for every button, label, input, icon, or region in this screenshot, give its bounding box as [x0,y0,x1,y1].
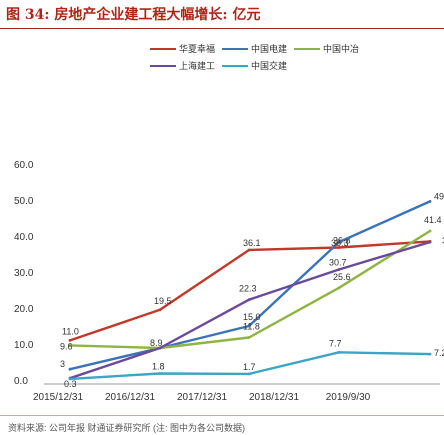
figure-title: 图 34: 房地产企业建工程大幅增长: 亿元 [6,7,261,23]
legend-label: 中国交建 [251,60,287,71]
legend-label: 中国中冶 [323,43,359,54]
x-tick-label: 2016/12/31 [105,392,155,403]
data-point [428,229,432,233]
data-point [158,346,162,350]
data-point [428,240,432,244]
data-label: 1.7 [243,362,256,372]
y-tick-label: 20.0 [14,304,34,315]
data-point [158,372,162,375]
x-axis: 2015/12/31 2016/12/31 2017/12/31 2018/12/31… [33,383,440,403]
data-label: 11.0 [62,326,79,336]
data-label: 1.8 [152,362,165,372]
legend-label: 上海建工 [179,60,215,71]
data-point [247,324,251,328]
y-tick-label: 60.0 [14,160,34,171]
data-point [158,308,162,312]
data-label: 9.6 [60,341,73,351]
data-label: 49.6 [434,191,444,201]
data-label: 41.4 [424,215,442,225]
x-tick-label: 2015/12/31 [33,392,83,403]
data-label: 30.7 [329,257,347,267]
x-tick-label: 2017/12/31 [177,392,227,403]
data-point [68,367,72,371]
data-label: 7.7 [329,338,342,348]
data-point [337,286,341,290]
data-label: 3 [60,359,65,369]
data-point [68,344,72,347]
data-label: 38.5 [442,235,444,245]
title-rule [0,28,444,29]
data-label: 11.8 [243,322,260,332]
data-label: 7.2 [434,348,444,358]
x-tick-label: 2019/9/30 [326,392,371,403]
series-line [68,240,432,380]
data-label: 8.9 [150,338,163,348]
data-point [247,336,251,339]
y-tick-label: 30.0 [14,268,34,279]
data-label: 38.3 [331,238,349,248]
data-point [247,248,251,252]
data-point [337,246,341,249]
legend-label: 华夏幸福 [179,43,215,54]
data-point [428,352,432,356]
data-point [337,240,341,244]
y-axis: 0.0 10.0 20.0 30.0 40.0 50.0 60.0 [14,160,34,387]
data-label: 25.6 [333,272,351,282]
data-point [68,377,72,381]
y-tick-label: 10.0 [14,340,34,351]
plot-area: 11.019.536.136.838.538.915.038.349.69.61… [60,191,444,388]
legend-label: 中国电建 [251,43,287,54]
x-tick-label: 2018/12/31 [249,392,299,403]
source-note: 资料来源: 公司年报 财通证券研究所 (注: 图中为各公司数据) [8,423,245,433]
data-point [337,268,341,271]
data-label: 36.1 [243,238,261,248]
data-point [337,350,341,354]
y-tick-label: 0.0 [14,376,28,387]
data-point [247,372,251,376]
data-point [428,200,432,203]
data-point [247,298,251,302]
data-label: 19.5 [154,296,172,306]
data-label: 22.3 [239,284,257,294]
data-label: 0.3 [64,379,77,389]
data-point [68,339,72,342]
y-tick-label: 40.0 [14,232,34,243]
footer-rule [0,415,444,416]
y-tick-label: 50.0 [14,196,34,207]
data-label: 15.0 [243,312,261,322]
